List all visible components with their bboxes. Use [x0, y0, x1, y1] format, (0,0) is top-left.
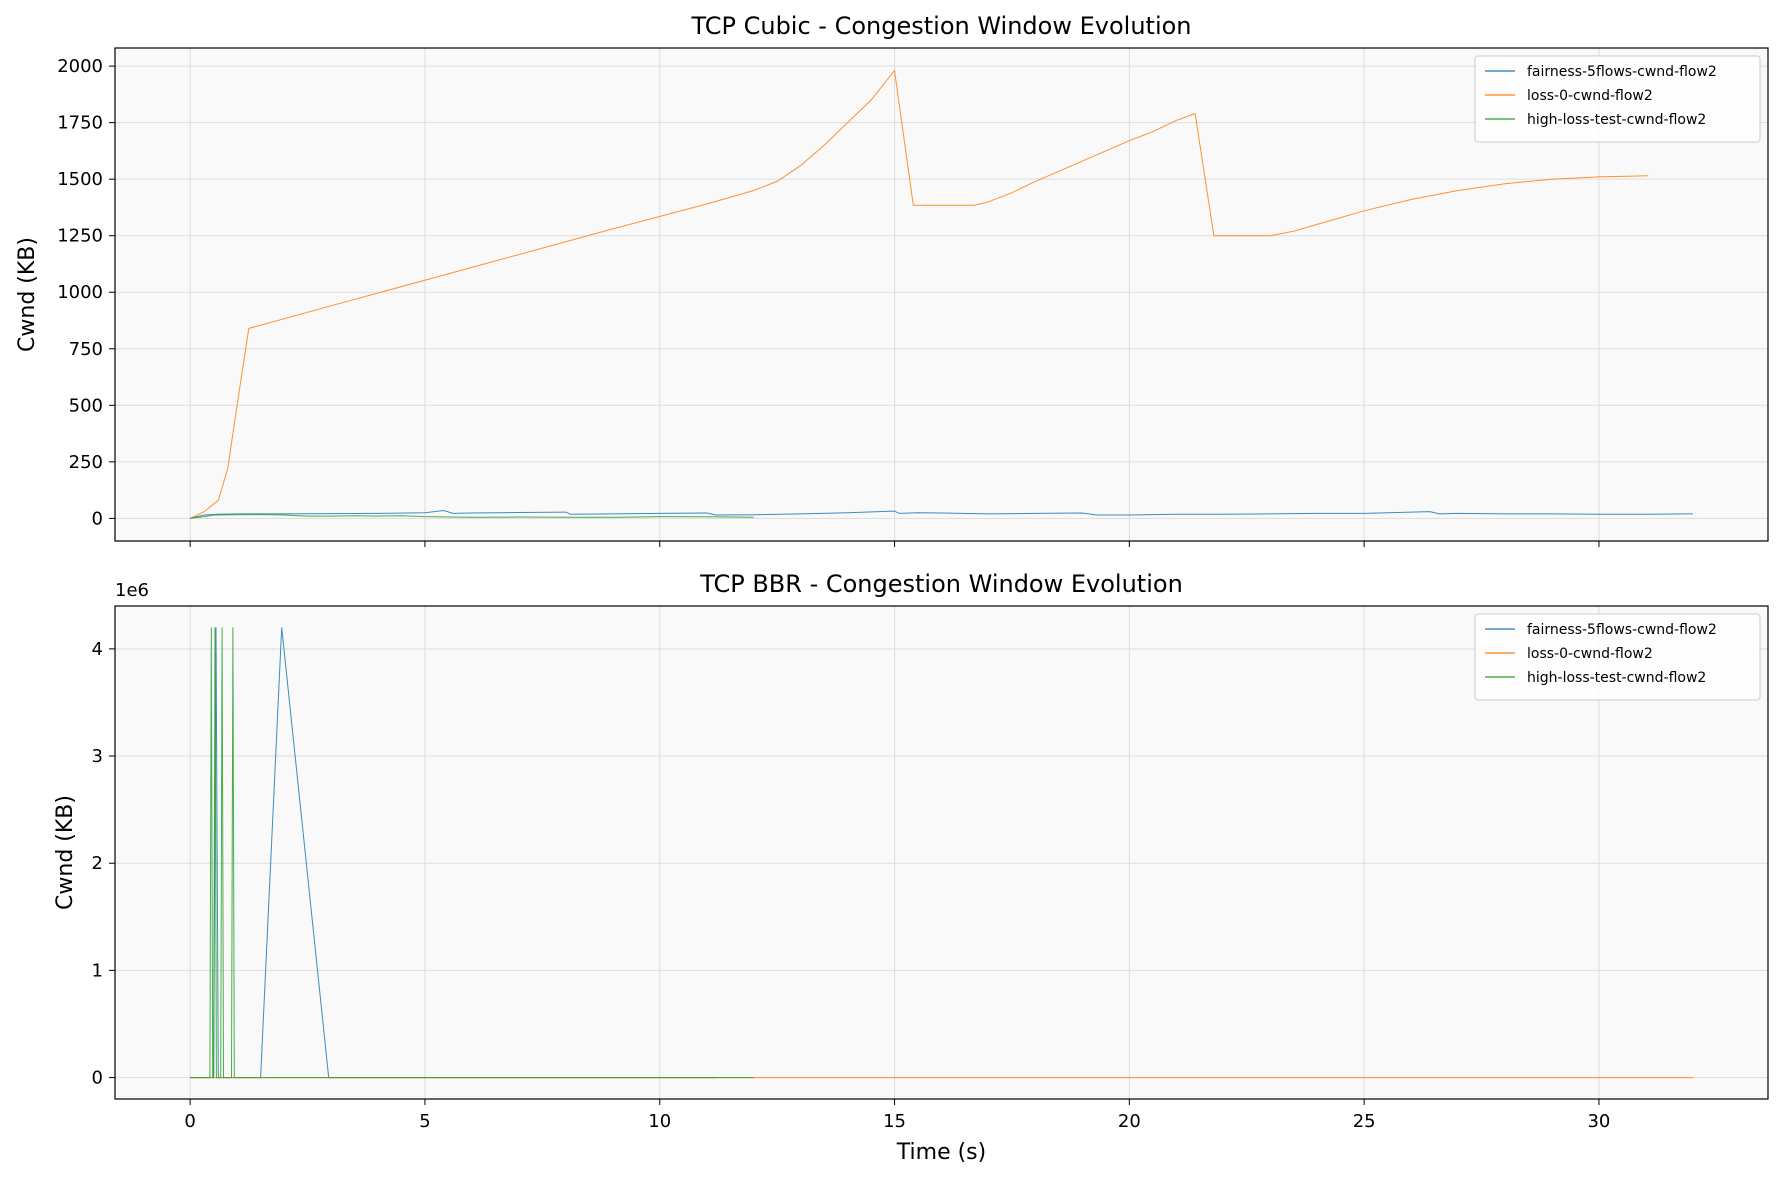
cubic-y-tick-label: 500	[69, 395, 103, 416]
bbr-axis-multiplier: 1e6	[115, 580, 149, 601]
bbr-panel: 0 5 10 15 20 25 30 0 1 2 3 4 1e6 TCP BBR - Congestion…	[53, 570, 1769, 1165]
cubic-y-tick-label: 1000	[57, 282, 103, 303]
cubic-panel: 0 250 500 750 1000 1250 1500 1750 2000 TCP Cubic …	[15, 12, 1769, 547]
bbr-x-tick-label: 0	[184, 1111, 195, 1132]
bbr-x-tick-label: 10	[648, 1111, 671, 1132]
bbr-y-tick-label: 3	[92, 746, 103, 767]
cubic-y-tick-label: 0	[92, 508, 103, 529]
cubic-series-line-1	[189, 69, 1649, 519]
cubic-y-tick-label: 2000	[57, 56, 103, 77]
cubic-series-line-0	[189, 509, 1693, 519]
bbr-y-tick-label: 4	[92, 639, 103, 660]
cubic-y-axis-label: Cwnd (KB)	[15, 237, 40, 352]
bbr-x-tick-label: 20	[1118, 1111, 1141, 1132]
cubic-legend-entry-2: high-loss-test-cwnd-flow2	[1527, 112, 1706, 128]
cubic-legend-entry-1: loss-0-cwnd-flow2	[1527, 88, 1653, 104]
bbr-x-tick-label: 30	[1587, 1111, 1610, 1132]
cubic-y-tick-label: 1750	[57, 113, 103, 134]
bbr-legend-entry-2: high-loss-test-cwnd-flow2	[1527, 670, 1706, 686]
bbr-series-line-2	[190, 627, 754, 1079]
bbr-x-tick-label: 25	[1353, 1111, 1376, 1132]
cubic-y-tick-label: 1250	[57, 226, 103, 247]
cubic-axes-frame	[114, 47, 1769, 542]
bbr-legend-entry-1: loss-0-cwnd-flow2	[1527, 646, 1653, 662]
bbr-x-axis-label: Time (s)	[896, 1140, 986, 1165]
bbr-legend-box	[1474, 613, 1761, 701]
cubic-y-tick-label: 750	[69, 339, 103, 360]
cubic-legend-entry-0: fairness-5flows-cwnd-flow2	[1527, 64, 1717, 80]
bbr-x-tick-label: 5	[419, 1111, 430, 1132]
bbr-chart-title: TCP BBR - Congestion Window Evolution	[699, 570, 1183, 598]
cubic-legend-box	[1474, 55, 1761, 143]
bbr-y-tick-label: 0	[92, 1068, 103, 1089]
cubic-y-tick-label: 250	[69, 452, 103, 473]
bbr-x-tick-label: 15	[883, 1111, 906, 1132]
bbr-y-tick-label: 1	[92, 960, 103, 981]
cubic-y-tick-label: 1500	[57, 169, 103, 190]
cubic-legend: fairness-5flows-cwnd-flow2 loss-0-cwnd-fl…	[1474, 55, 1761, 143]
bbr-legend: fairness-5flows-cwnd-flow2 loss-0-cwnd-fl…	[1474, 613, 1761, 701]
cubic-chart-title: TCP Cubic - Congestion Window Evolution	[690, 12, 1191, 40]
bbr-y-tick-label: 2	[92, 853, 103, 874]
bbr-y-axis-label: Cwnd (KB)	[53, 795, 78, 910]
bbr-legend-entry-0: fairness-5flows-cwnd-flow2	[1527, 622, 1717, 638]
bbr-axes-frame	[114, 605, 1769, 1100]
cubic-series-line-2	[190, 513, 754, 519]
